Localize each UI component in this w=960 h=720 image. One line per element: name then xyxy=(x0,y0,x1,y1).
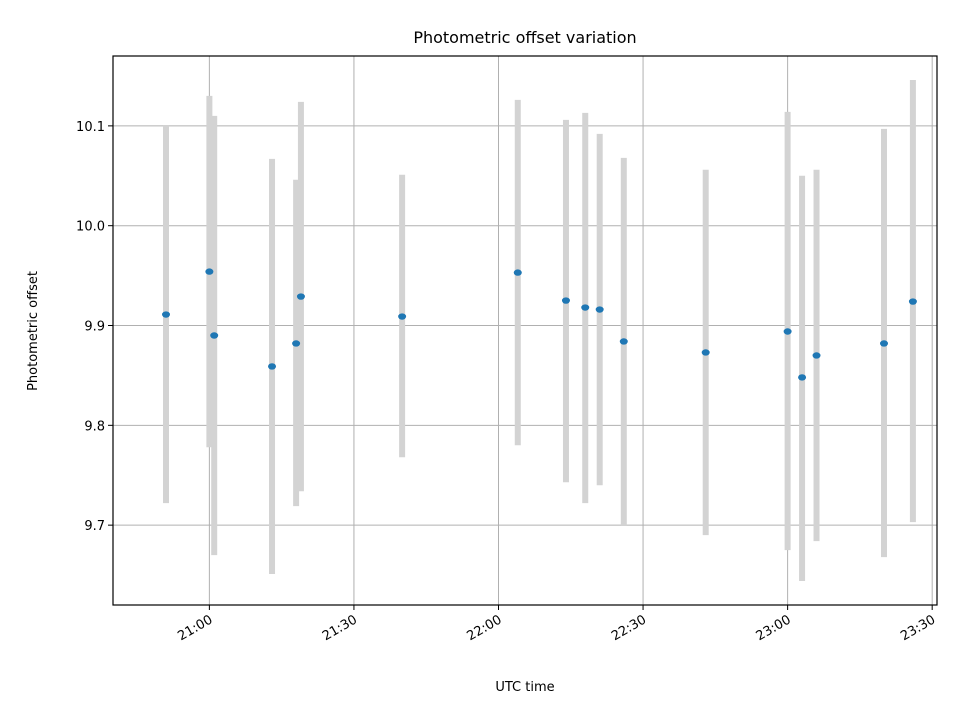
data-point xyxy=(162,311,171,318)
data-point xyxy=(296,293,305,300)
chart-title: Photometric offset variation xyxy=(413,28,636,47)
data-point xyxy=(210,332,219,339)
y-axis-label: Photometric offset xyxy=(26,271,41,391)
data-point xyxy=(798,374,807,381)
data-point xyxy=(513,269,522,276)
data-point xyxy=(398,313,407,320)
data-point xyxy=(595,306,604,313)
data-point xyxy=(879,340,888,347)
data-point xyxy=(701,349,710,356)
y-tick-label: 9.7 xyxy=(84,519,105,534)
data-point xyxy=(268,363,277,370)
data-point xyxy=(292,340,301,347)
data-point xyxy=(581,304,590,311)
data-point xyxy=(783,328,792,335)
y-tick-label: 9.9 xyxy=(84,320,105,335)
plot-frame xyxy=(112,55,938,606)
y-axis-ticks: 9.7 9.8 9.9 10.0 10.1 xyxy=(76,120,113,534)
data-point xyxy=(908,298,917,305)
data-point xyxy=(205,268,214,275)
data-point xyxy=(812,352,821,359)
data-point xyxy=(619,338,628,345)
data-points xyxy=(162,268,917,381)
y-tick-label: 9.8 xyxy=(84,419,105,434)
y-tick-label: 10.0 xyxy=(76,220,105,235)
y-tick-label: 10.1 xyxy=(76,120,105,135)
data-point xyxy=(561,297,570,304)
x-axis-label: UTC time xyxy=(495,680,554,695)
